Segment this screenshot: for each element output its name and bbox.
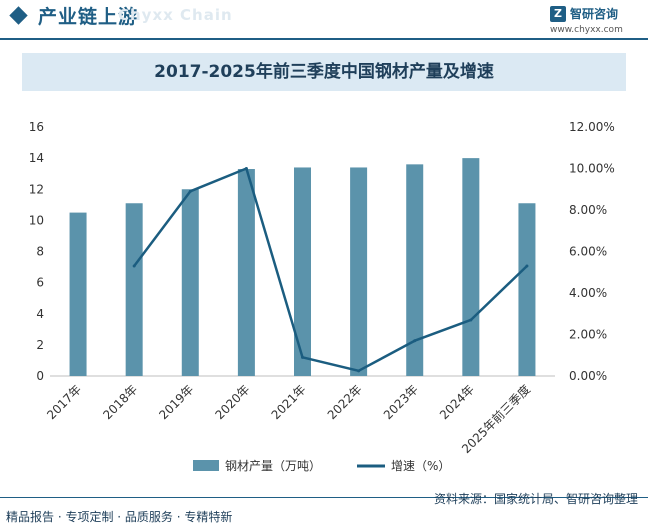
brand-name: 智研咨询 [570,7,619,21]
footer-divider [0,497,648,498]
footer: 资料来源：国家统计局、智研咨询整理 精品报告 · 专项定制 · 品质服务 · 专… [0,492,648,525]
legend-label-bar: 钢材产量（万吨） [225,459,321,473]
y-left-tick-label: 6 [36,276,44,290]
brand-logo-block: Z 智研咨询 www.chyxx.com [550,4,640,38]
y-left-tick-label: 4 [36,307,44,321]
y-left-tick-label: 14 [29,151,44,165]
y-left-tick-label: 0 [36,369,44,383]
y-left-tick-label: 8 [36,245,44,259]
brand-url: www.chyxx.com [550,25,623,35]
y-left-tick-label: 16 [29,120,44,134]
bar-steel-output [125,203,143,376]
x-tick-label: 2018年 [100,382,140,422]
y-right-tick-label: 4.00% [569,286,607,300]
y-left-tick-label: 10 [29,213,44,227]
legend-swatch-bar [193,460,219,471]
growth-rate-point [469,318,473,322]
y-right-tick-label: 12.00% [569,120,615,134]
bar-steel-output [350,167,368,376]
x-tick-label: 2020年 [213,382,253,422]
bar-steel-output [518,203,536,376]
y-right-tick-label: 0.00% [569,369,607,383]
growth-rate-line [133,167,528,373]
growth-rate-point [301,355,304,359]
growth-rate-point [413,339,417,343]
section-title: 产业链上游 [38,6,139,28]
bar-steel-output [462,158,480,376]
bar-steel-output [294,167,311,376]
header-watermark: Chyxx Chain [118,6,233,24]
x-tick-label: 2023年 [381,382,421,422]
bar-steel-output [181,189,199,376]
source-note: 资料来源：国家统计局、智研咨询整理 [433,492,638,506]
x-tick-label: 2024年 [437,382,477,422]
bar-steel-output [237,169,255,376]
y-right-tick-label: 8.00% [569,203,607,217]
chart-title: 2017-2025年前三季度中国钢材产量及增速 [22,53,626,91]
x-tick-label: 2022年 [325,382,365,422]
y-left-tick-label: 12 [29,182,44,196]
header-bar: 产业链上游 Chyxx Chain Z 智研咨询 www.chyxx.com [0,0,648,38]
header-divider [0,38,648,40]
x-tick-label: 2021年 [269,382,309,422]
x-tick-label: 2019年 [156,382,196,422]
chart-canvas: 0 2 4 6 8 10 12 14 16 0.00% 2.00% 4.00% 6.00% 8.00% 10… [29,120,615,473]
growth-rate-point [244,167,248,170]
x-tick-label: 2017年 [44,382,84,422]
brand-logo-icon: Z [550,6,566,22]
bar-steel-output [406,164,424,376]
legend-label-line: 增速（%） [391,459,450,473]
y-left-tick-label: 2 [36,338,44,352]
y-right-tick-label: 10.00% [569,162,615,176]
bar-steel-output [69,212,87,376]
y-right-tick-label: 6.00% [569,245,607,259]
growth-rate-point [132,264,136,268]
y-right-tick-label: 2.00% [569,328,607,342]
footer-tagline: 精品报告 · 专项定制 · 品质服务 · 专精特新 [6,510,233,524]
growth-rate-point [525,264,529,268]
growth-rate-point [357,369,361,373]
growth-rate-point [188,189,192,193]
